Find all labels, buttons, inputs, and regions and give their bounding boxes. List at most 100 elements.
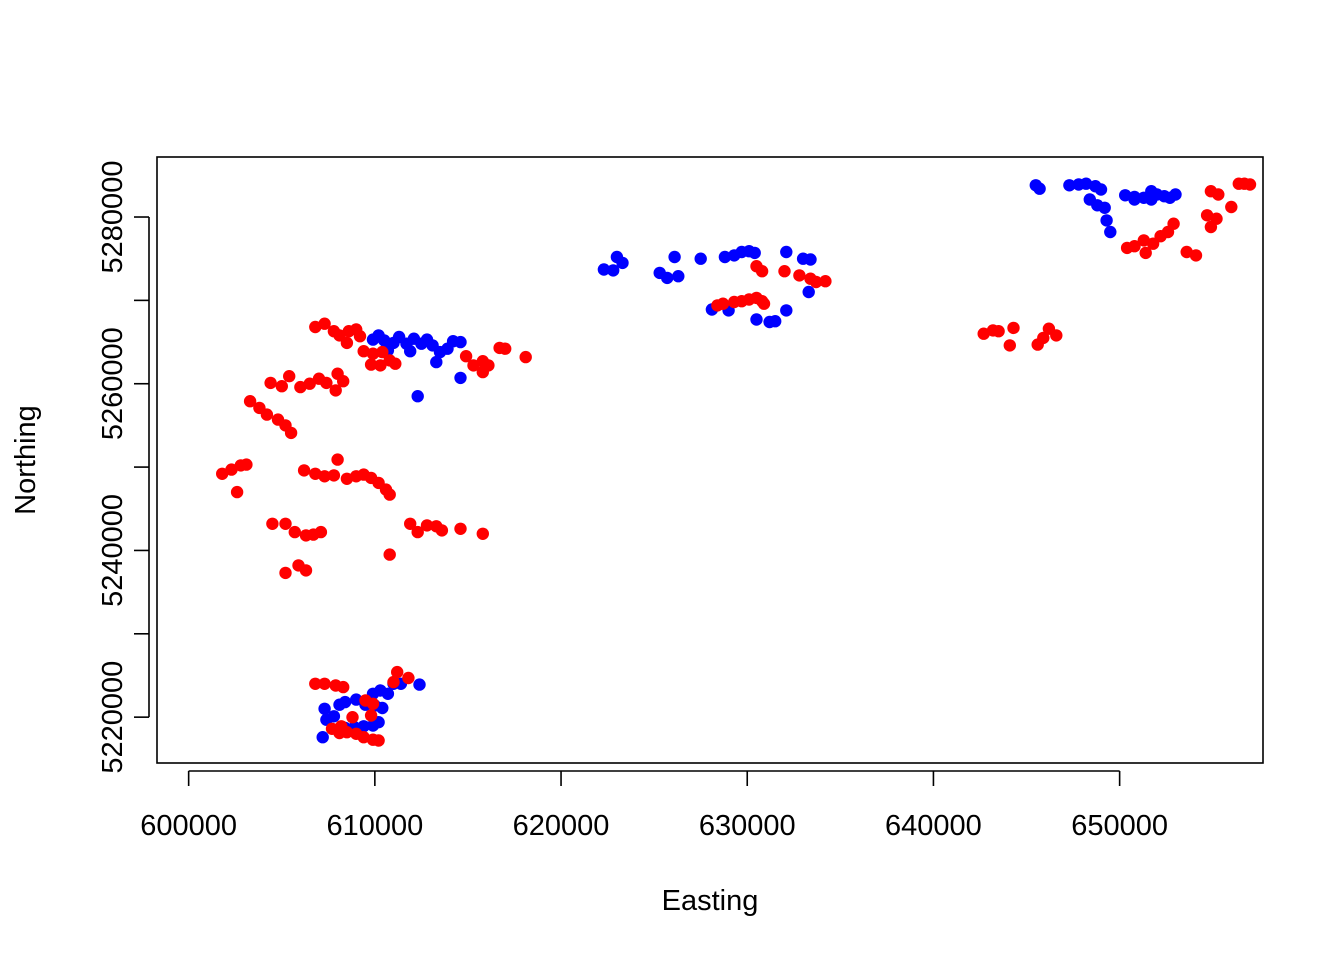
- data-point: [607, 264, 620, 277]
- data-point: [318, 470, 331, 483]
- data-point: [454, 371, 467, 385]
- data-point: [366, 347, 380, 360]
- data-point: [1003, 339, 1016, 352]
- data-point: [694, 252, 707, 265]
- data-point: [430, 355, 443, 369]
- series-0: [316, 177, 1182, 744]
- data-point: [435, 524, 449, 537]
- data-point: [337, 680, 350, 694]
- data-point: [376, 345, 389, 359]
- plot-frame: [156, 156, 1264, 764]
- data-point: [372, 734, 385, 747]
- series-1: [216, 177, 1257, 747]
- data-point: [420, 519, 434, 532]
- data-point: [340, 472, 354, 485]
- data-point: [1128, 240, 1141, 253]
- data-point: [411, 525, 424, 539]
- data-point: [318, 677, 331, 690]
- data-point: [329, 384, 342, 397]
- data-point: [353, 330, 367, 343]
- data-point: [264, 376, 277, 390]
- x-tick-label: 600000: [140, 810, 237, 842]
- data-point: [225, 463, 238, 476]
- x-tick-label: 650000: [1071, 810, 1168, 842]
- data-point: [610, 250, 624, 264]
- data-point: [819, 275, 832, 288]
- data-point: [977, 327, 990, 340]
- data-point: [391, 665, 404, 679]
- data-point: [316, 731, 329, 744]
- data-point: [757, 297, 771, 310]
- data-point: [809, 275, 823, 289]
- x-tick-label: 620000: [513, 810, 610, 842]
- data-point: [266, 517, 279, 530]
- data-point: [364, 358, 378, 371]
- data-point: [283, 370, 296, 383]
- data-point: [1104, 225, 1117, 239]
- data-point: [1100, 214, 1113, 227]
- data-point: [992, 325, 1005, 338]
- data-point: [780, 304, 793, 317]
- data-point: [1033, 182, 1046, 195]
- data-point: [404, 345, 417, 358]
- data-point: [668, 250, 681, 264]
- data-point: [793, 269, 806, 282]
- data-point: [1212, 188, 1225, 201]
- data-point: [357, 720, 370, 733]
- y-axis-title: Northing: [10, 405, 42, 515]
- data-point: [476, 527, 489, 540]
- data-point: [459, 350, 473, 363]
- data-point: [230, 485, 244, 499]
- data-point: [519, 350, 532, 364]
- data-point: [755, 265, 769, 278]
- data-point: [309, 677, 322, 690]
- data-point: [294, 380, 307, 394]
- data-point: [716, 297, 730, 310]
- data-point: [1189, 249, 1203, 262]
- data-point: [476, 365, 489, 379]
- data-point: [804, 253, 817, 266]
- data-point: [243, 395, 257, 408]
- data-point: [297, 464, 311, 477]
- data-point: [240, 458, 253, 471]
- data-point: [1137, 234, 1151, 247]
- data-point: [413, 678, 426, 691]
- data-point: [1169, 188, 1182, 201]
- data-point: [1119, 189, 1132, 202]
- data-point: [387, 675, 400, 689]
- x-tick-label: 610000: [326, 810, 423, 842]
- data-point: [364, 709, 378, 722]
- data-point: [1210, 212, 1223, 225]
- y-tick-label: 5220000: [97, 661, 129, 774]
- y-tick-label: 5260000: [97, 327, 129, 440]
- data-point: [661, 271, 674, 285]
- data-point: [327, 710, 341, 723]
- data-point: [1098, 201, 1111, 214]
- data-point: [404, 517, 417, 530]
- data-point: [216, 467, 229, 480]
- data-point: [279, 517, 292, 530]
- data-point: [335, 720, 348, 733]
- data-point: [260, 408, 274, 421]
- data-point: [350, 693, 363, 706]
- data-point: [338, 695, 352, 709]
- data-point: [331, 367, 344, 380]
- x-tick-label: 630000: [699, 810, 796, 842]
- data-point: [1146, 237, 1160, 250]
- data-point: [778, 265, 791, 278]
- data-point: [1037, 331, 1050, 345]
- data-point: [381, 687, 395, 700]
- data-point: [1139, 246, 1152, 260]
- data-point: [499, 342, 512, 355]
- data-point: [357, 731, 370, 744]
- x-tick-label: 640000: [885, 810, 982, 842]
- y-tick-label: 5280000: [97, 161, 129, 274]
- data-point: [325, 722, 339, 735]
- x-axis: 600000 610000 620000 630000 640000 650000: [140, 770, 1168, 842]
- y-axis: 5220000 5240000 5260000 5280000: [97, 161, 150, 774]
- data-point: [318, 317, 331, 330]
- data-point: [1050, 329, 1063, 342]
- data-point: [331, 453, 344, 466]
- data-point: [402, 671, 415, 685]
- data-point: [1145, 185, 1158, 198]
